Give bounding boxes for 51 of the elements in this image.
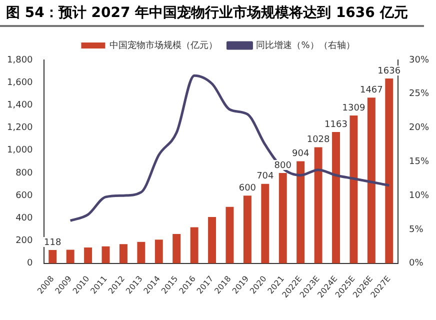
bar	[208, 217, 216, 264]
y-tick-label: 800	[16, 168, 34, 178]
bar	[226, 206, 234, 264]
bar	[84, 248, 92, 264]
data-label: 904	[292, 149, 310, 160]
y-tick-label: 400	[16, 214, 34, 224]
bar	[332, 132, 340, 264]
y-tick-label: 1,000	[7, 146, 34, 156]
y2-tick-label: 25%	[408, 89, 430, 100]
bar	[296, 161, 305, 264]
bar	[385, 78, 394, 264]
bar	[172, 234, 181, 264]
bar	[278, 172, 287, 264]
data-label: 800	[274, 160, 292, 171]
y2-tick-label: 10%	[408, 190, 430, 201]
bar	[102, 246, 110, 264]
data-label: 1467	[360, 85, 383, 96]
bar	[261, 184, 270, 264]
y-tick-label: 200	[16, 236, 34, 246]
y-tick-label: 1,400	[7, 100, 34, 111]
chart-title: 图 54：预计 2027 年中国宠物行业市场规模将达到 1636 亿元	[0, 0, 424, 27]
line-series	[69, 74, 390, 222]
data-label: 118	[44, 238, 62, 248]
bar	[350, 115, 358, 264]
data-label: 1028	[306, 135, 330, 146]
y2-tick-label: 5%	[408, 224, 424, 235]
data-label: 1636	[378, 66, 401, 76]
data-label: 704	[256, 172, 274, 182]
bar	[66, 250, 74, 264]
data-label: 600	[238, 183, 256, 194]
y-tick-label: 600	[16, 190, 34, 201]
y2-tick-label: 30%	[408, 55, 430, 66]
bar	[48, 250, 57, 264]
bar	[243, 196, 252, 264]
y-tick-label: 1,200	[7, 123, 34, 134]
bar	[119, 244, 128, 264]
y-tick-label: 1,800	[7, 55, 34, 66]
legend-label: 同比增速（%）（右轴）	[256, 40, 355, 51]
y2-tick-label: 15%	[408, 157, 430, 168]
bar	[154, 240, 163, 264]
bar	[314, 147, 322, 264]
y-tick-label: 1,600	[7, 78, 34, 88]
data-label: 1163	[324, 120, 348, 130]
bar	[190, 227, 198, 264]
bar	[367, 98, 376, 264]
y2-tick-label: 0%	[408, 258, 424, 269]
y2-tick-label: 20%	[408, 123, 430, 134]
bar	[137, 242, 146, 264]
data-label: 1309	[342, 103, 366, 114]
legend-label: 中国宠物市场规模（亿元）	[110, 40, 218, 51]
y-tick-label: 0	[27, 258, 34, 269]
